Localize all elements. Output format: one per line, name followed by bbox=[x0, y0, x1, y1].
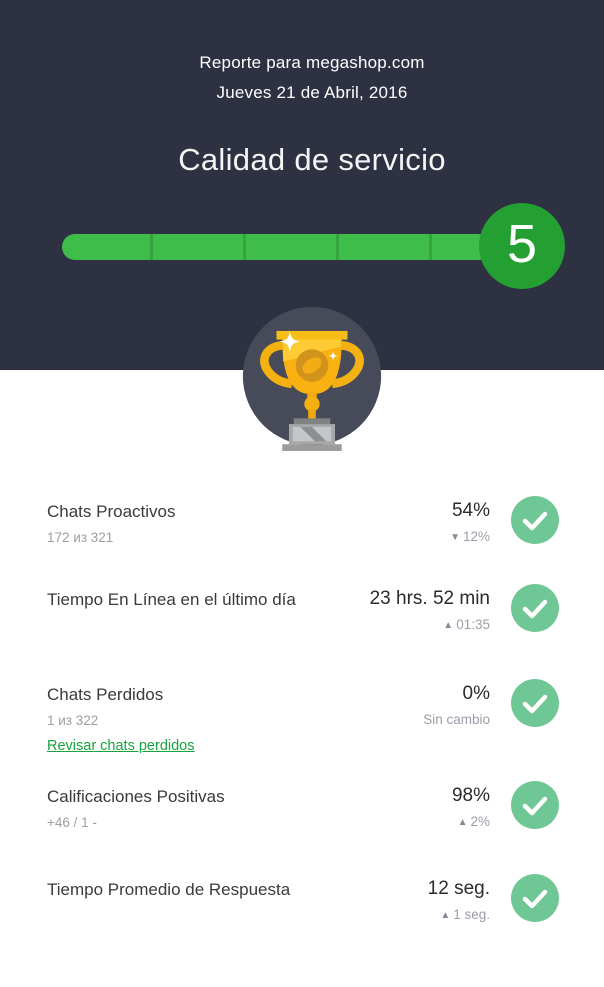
metric-label: Tiempo En Línea en el último día bbox=[47, 590, 296, 609]
score-segment-divider bbox=[429, 234, 432, 260]
score-track bbox=[62, 234, 492, 260]
metric-change: Sin cambio bbox=[423, 711, 490, 728]
report-title: Reporte para megashop.com bbox=[199, 53, 425, 72]
metric-change: ▲ 01:35 bbox=[370, 616, 490, 635]
trend-up-icon: ▲ bbox=[443, 620, 454, 631]
change-text: 2% bbox=[470, 814, 490, 829]
score-segment-divider bbox=[243, 234, 246, 260]
score-value-circle: 5 bbox=[479, 203, 565, 289]
check-icon bbox=[511, 781, 559, 829]
score-segment-divider bbox=[336, 234, 339, 260]
metric-value: 0% bbox=[462, 683, 490, 704]
metric-label: Calificaciones Positivas bbox=[47, 787, 225, 806]
metric-change: ▲ 2% bbox=[452, 813, 490, 832]
trend-down-icon: ▼ bbox=[450, 532, 460, 543]
metric-value: 54% bbox=[451, 500, 490, 521]
check-icon bbox=[511, 679, 559, 727]
check-icon bbox=[511, 496, 559, 544]
check-icon bbox=[511, 584, 559, 632]
section-title: Calidad de servicio bbox=[178, 142, 446, 177]
metric-value: 98% bbox=[451, 785, 490, 806]
metric-label: Tiempo Promedio de Respuesta bbox=[47, 880, 291, 899]
score-segment-divider bbox=[150, 234, 153, 260]
score-bar: 5 bbox=[0, 203, 604, 289]
trend-up-icon: ▲ bbox=[440, 910, 451, 921]
review-missed-chats-link[interactable]: Revisar chats perdidos bbox=[47, 738, 195, 754]
change-text: 1 seg. bbox=[453, 907, 490, 922]
trend-up-icon: ▲ bbox=[457, 817, 468, 828]
metric-change: ▼ 12% bbox=[450, 528, 490, 547]
metric-sublabel: +46 / 1 - bbox=[47, 815, 97, 830]
metric-change: ▲ 1 seg. bbox=[428, 906, 490, 925]
metric-label: Chats Proactivos bbox=[47, 502, 176, 521]
change-text: Sin cambio bbox=[423, 712, 490, 727]
metric-value: 23 hrs. 52 min bbox=[369, 588, 490, 609]
metric-label: Chats Perdidos bbox=[47, 685, 164, 704]
check-icon bbox=[511, 874, 559, 922]
change-text: 12% bbox=[462, 529, 490, 544]
change-text: 01:35 bbox=[456, 617, 490, 632]
metric-sublabel: 172 из 321 bbox=[47, 530, 114, 545]
metric-sublabel: 1 из 322 bbox=[47, 713, 99, 728]
trophy-icon bbox=[240, 303, 384, 453]
report-date: Jueves 21 de Abril, 2016 bbox=[216, 83, 408, 102]
metric-value: 12 seg. bbox=[427, 878, 490, 899]
